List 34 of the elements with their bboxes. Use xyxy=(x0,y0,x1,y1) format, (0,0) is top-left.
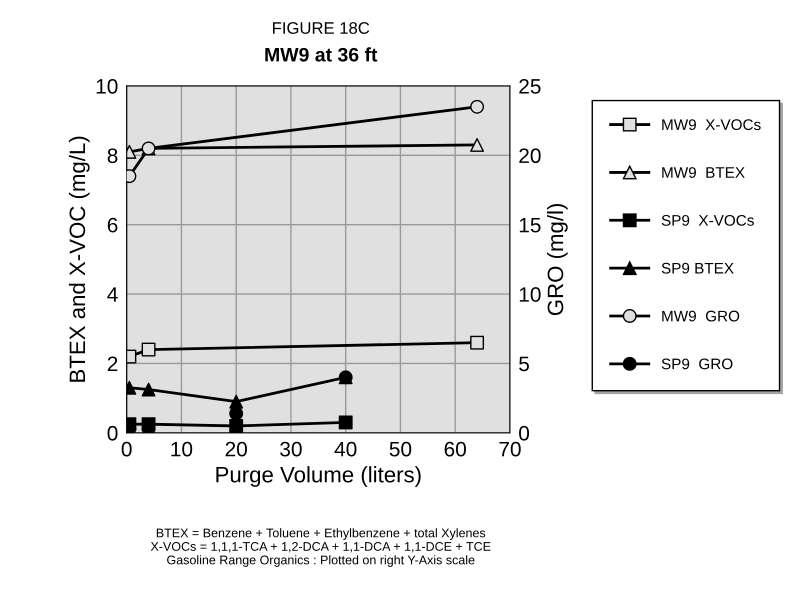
text: Gasoline Range Organics : Plotted on right Y-Axis scale xyxy=(167,555,474,567)
y2-axis-title: GRO (mg/l) xyxy=(546,204,568,316)
legend-label: SP9 GRO xyxy=(662,358,732,370)
chart-subtitle: MW9 at 36 ft xyxy=(265,47,378,62)
y2-tick-label: 10 xyxy=(520,287,541,302)
x-tick-label: 40 xyxy=(334,442,356,457)
text: X-VOCs = 1,1,1-TCA + 1,2-DCA + 1,1-DCA + 1,1-DCE + TCE xyxy=(150,542,490,552)
legend-label: SP9 BTEX xyxy=(662,262,734,274)
legend-label: MW9 X-VOCs xyxy=(662,119,761,130)
y-tick-label: 8 xyxy=(108,148,118,164)
y-axis-title: BTEX and X-VOC (mg/L) xyxy=(68,136,90,382)
y-tick-label: 0 xyxy=(108,426,118,441)
x-tick-label: 10 xyxy=(171,442,192,457)
y2-tick-label: 25 xyxy=(519,78,541,94)
x-tick-label: 20 xyxy=(226,442,247,457)
x-tick-label: 0 xyxy=(122,442,132,457)
legend-label: MW9 GRO xyxy=(662,310,740,322)
chart-title: FIGURE 18C xyxy=(273,22,370,34)
y-tick-label: 2 xyxy=(108,356,118,372)
x-tick-label: 70 xyxy=(499,442,521,457)
x-tick-label: 30 xyxy=(280,442,302,457)
x-axis-title: Purge Volume (liters) xyxy=(216,466,421,487)
y2-tick-label: 20 xyxy=(519,148,541,164)
y2-tick-label: 0 xyxy=(519,426,530,441)
legend-label: SP9 X-VOCs xyxy=(662,214,754,226)
y-tick-label: 10 xyxy=(96,78,118,94)
y-tick-label: 4 xyxy=(107,287,118,302)
y2-tick-label: 15 xyxy=(520,218,541,232)
y2-tick-label: 5 xyxy=(519,356,529,372)
legend-label: MW9 BTEX xyxy=(662,167,745,178)
x-tick-label: 60 xyxy=(444,442,466,457)
text: BTEX = Benzene + Toluene + Ethylbenzene + total Xylenes xyxy=(156,528,486,540)
x-tick-label: 50 xyxy=(390,442,412,457)
y-tick-label: 6 xyxy=(108,218,118,232)
